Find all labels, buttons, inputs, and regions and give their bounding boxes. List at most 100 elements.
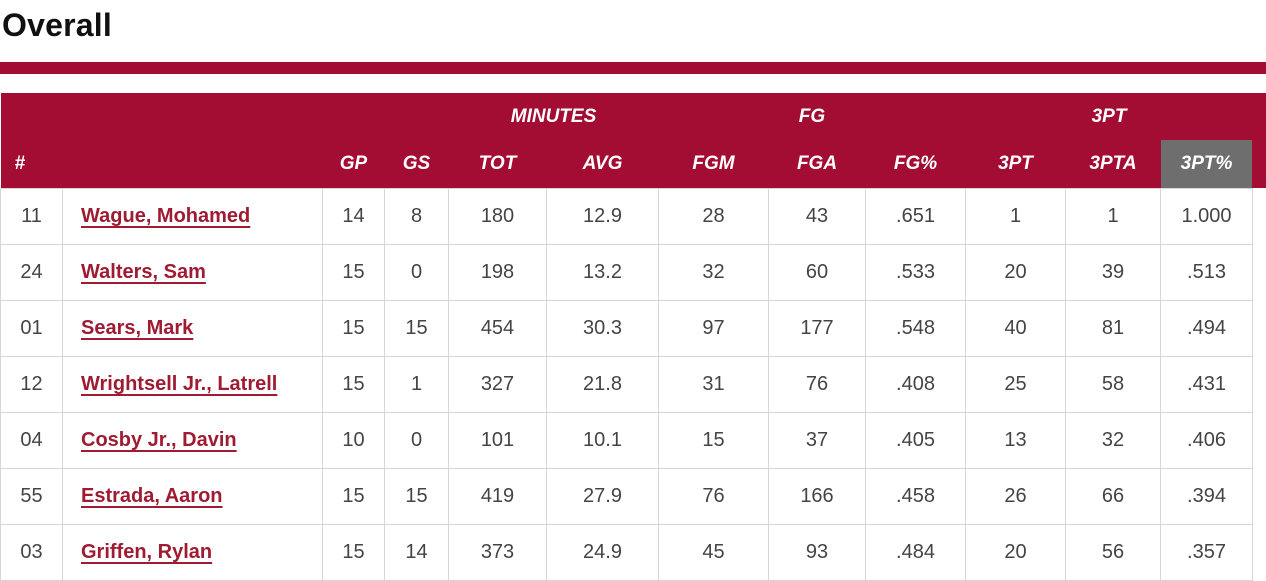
- col-header-3pt[interactable]: 3PT: [965, 140, 1066, 189]
- fga-cell: 177: [768, 300, 866, 357]
- page-title: Overall: [2, 7, 112, 43]
- player-number-cell: 11: [0, 188, 63, 245]
- gs-cell: 15: [384, 300, 449, 357]
- minutes-total-cell: 373: [448, 524, 547, 581]
- 3pt-pct-cell: .357: [1159, 524, 1254, 581]
- table-row: 24 Walters, Sam 15 0 198 13.2 32 60.533 20 39.513: [0, 244, 1254, 301]
- group-header-blank: [0, 93, 449, 140]
- gp-cell: 10: [322, 412, 385, 469]
- fga-cell: 166: [768, 468, 866, 525]
- minutes-total-cell: 198: [448, 244, 547, 301]
- player-link[interactable]: Wrightsell Jr., Latrell: [81, 373, 278, 395]
- 3pta-cell: 39: [1065, 244, 1161, 301]
- player-name-cell: Cosby Jr., Davin: [62, 412, 323, 469]
- player-number-cell: 55: [0, 468, 63, 525]
- col-header-fgm[interactable]: FGM: [658, 140, 769, 189]
- minutes-total-cell: 327: [448, 356, 547, 413]
- player-link[interactable]: Griffen, Rylan: [81, 541, 213, 563]
- gs-cell: 14: [384, 524, 449, 581]
- 3pta-cell: 56: [1065, 524, 1161, 581]
- fg-pct-cell: .458: [865, 468, 966, 525]
- 3pt-made-cell: 13: [965, 412, 1066, 469]
- table-row: 12 Wrightsell Jr., Latrell 15 1 327 21.8 31 76.…: [0, 356, 1254, 413]
- header-group-row: MINUTES FG 3PT: [0, 93, 1253, 140]
- 3pt-made-cell: 20: [965, 244, 1066, 301]
- 3pta-cell: 1: [1065, 188, 1161, 245]
- minutes-total-cell: 454: [448, 300, 547, 357]
- gp-cell: 15: [322, 244, 385, 301]
- fg-pct-cell: .548: [865, 300, 966, 357]
- fga-cell: 93: [768, 524, 866, 581]
- 3pt-made-cell: 20: [965, 524, 1066, 581]
- player-name-cell: Wrightsell Jr., Latrell: [62, 356, 323, 413]
- 3pt-made-cell: 1: [965, 188, 1066, 245]
- fgm-cell: 97: [658, 300, 769, 357]
- gp-cell: 15: [322, 468, 385, 525]
- fg-pct-cell: .408: [865, 356, 966, 413]
- player-link[interactable]: Wague, Mohamed: [81, 205, 251, 227]
- 3pt-pct-cell: .431: [1159, 356, 1254, 413]
- minutes-avg-cell: 12.9: [546, 188, 659, 245]
- minutes-total-cell: 180: [448, 188, 547, 245]
- 3pt-made-cell: 25: [965, 356, 1066, 413]
- fga-cell: 37: [768, 412, 866, 469]
- gs-cell: 1: [384, 356, 449, 413]
- 3pt-pct-cell: .406: [1159, 412, 1254, 469]
- table-row: 11 Wague, Mohamed 14 8 180 12.9 28 43.651 1 1 1.00…: [0, 188, 1254, 245]
- player-name-cell: Wague, Mohamed: [62, 188, 323, 245]
- overall-stats-table: MINUTES FG 3PT # GP GS TOT AVG FGM FGA F…: [0, 93, 1254, 581]
- gs-cell: 8: [384, 188, 449, 245]
- col-header-avg[interactable]: AVG: [546, 140, 659, 189]
- player-number-cell: 04: [0, 412, 63, 469]
- col-header-number[interactable]: #: [0, 140, 63, 189]
- fg-pct-cell: .484: [865, 524, 966, 581]
- fgm-cell: 76: [658, 468, 769, 525]
- fgm-cell: 31: [658, 356, 769, 413]
- fgm-cell: 45: [658, 524, 769, 581]
- player-link[interactable]: Sears, Mark: [81, 317, 194, 339]
- col-header-fg-pct[interactable]: FG%: [865, 140, 966, 189]
- player-number-cell: 03: [0, 524, 63, 581]
- divider-bar: [0, 62, 1266, 74]
- 3pta-cell: 58: [1065, 356, 1161, 413]
- gs-cell: 0: [384, 412, 449, 469]
- table-row: 01 Sears, Mark 15 15 454 30.3 97 177.548 40 81.49…: [0, 300, 1254, 357]
- table-row: 04 Cosby Jr., Davin 10 0 101 10.1 15 37.405 13 32…: [0, 412, 1254, 469]
- stats-table-wrap: MINUTES FG 3PT # GP GS TOT AVG FGM FGA F…: [0, 93, 1266, 581]
- 3pta-cell: 66: [1065, 468, 1161, 525]
- player-name-cell: Estrada, Aaron: [62, 468, 323, 525]
- player-link[interactable]: Walters, Sam: [81, 261, 206, 283]
- col-header-fga[interactable]: FGA: [768, 140, 866, 189]
- player-link[interactable]: Cosby Jr., Davin: [81, 429, 237, 451]
- fg-pct-cell: .533: [865, 244, 966, 301]
- group-header-3pt: 3PT: [965, 93, 1253, 140]
- col-header-name: [62, 140, 323, 189]
- 3pt-made-cell: 40: [965, 300, 1066, 357]
- col-header-3pta[interactable]: 3PTA: [1065, 140, 1161, 189]
- header-column-row: # GP GS TOT AVG FGM FGA FG% 3PT 3PTA 3PT…: [0, 140, 1253, 189]
- gp-cell: 15: [322, 300, 385, 357]
- player-number-cell: 24: [0, 244, 63, 301]
- minutes-total-cell: 419: [448, 468, 547, 525]
- player-number-cell: 12: [0, 356, 63, 413]
- col-header-gp[interactable]: GP: [322, 140, 385, 189]
- minutes-avg-cell: 27.9: [546, 468, 659, 525]
- minutes-avg-cell: 21.8: [546, 356, 659, 413]
- col-header-tot[interactable]: TOT: [448, 140, 547, 189]
- gp-cell: 15: [322, 524, 385, 581]
- table-row: 03 Griffen, Rylan 15 14 373 24.9 45 93.484 20 56.…: [0, 524, 1254, 581]
- fgm-cell: 15: [658, 412, 769, 469]
- 3pta-cell: 32: [1065, 412, 1161, 469]
- col-header-gs[interactable]: GS: [384, 140, 449, 189]
- table-body: 11 Wague, Mohamed 14 8 180 12.9 28 43.651 1 1 1.00…: [0, 188, 1254, 581]
- player-link[interactable]: Estrada, Aaron: [81, 485, 223, 507]
- col-header-3pt-pct[interactable]: 3PT%: [1160, 140, 1253, 189]
- minutes-avg-cell: 13.2: [546, 244, 659, 301]
- minutes-avg-cell: 10.1: [546, 412, 659, 469]
- header-right-bleed: [1252, 93, 1266, 188]
- fga-cell: 60: [768, 244, 866, 301]
- stats-page: Overall MINUTES FG 3PT # GP: [0, 4, 1266, 581]
- 3pt-pct-cell: .513: [1159, 244, 1254, 301]
- fgm-cell: 28: [658, 188, 769, 245]
- fgm-cell: 32: [658, 244, 769, 301]
